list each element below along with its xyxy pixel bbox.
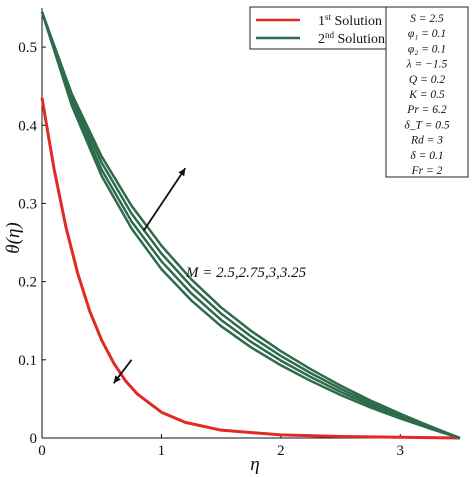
y-tick-label: 0.2: [18, 275, 37, 291]
legend-entry: 1st Solution: [318, 12, 382, 29]
series-layer: [40, 11, 461, 440]
series-line-2: [40, 11, 461, 440]
second-solution-increase-arrow: [142, 167, 187, 232]
parameter-label: φ₁ = 0.1: [408, 28, 446, 40]
y-tick-label: 0.4: [18, 118, 37, 134]
parameter-label: δ = 0.1: [410, 150, 443, 162]
parameter-label: Q = 0.2: [409, 74, 445, 86]
legend-box: [249, 6, 387, 50]
m-annotation: M = 2.5,2.75,3,3.25: [185, 265, 307, 281]
parameter-label: Fr = 2: [411, 165, 443, 177]
first-solution-decrease-arrow-head: [113, 375, 121, 384]
series-line-4: [40, 11, 461, 440]
y-tick-label: 0: [30, 431, 38, 447]
arrow-layer: [112, 167, 187, 384]
x-tick-label: 2: [277, 443, 285, 459]
parameter-label: δ_T = 0.5: [404, 119, 449, 131]
parameter-box: S = 2.5 φ₁ = 0.1 φ₂ = 0.1 λ = −1.5 Q = 0.2 K …: [385, 6, 469, 178]
parameter-label: φ₂ = 0.1: [408, 43, 446, 55]
series-line-3: [40, 11, 461, 440]
series-line-0: [40, 97, 461, 440]
series-line-1: [40, 11, 461, 440]
parameter-label: Rd = 3: [410, 135, 443, 147]
parameter-label: K = 0.5: [408, 89, 445, 101]
parameter-label: λ = −1.5: [406, 59, 448, 71]
x-tick-label: 1: [158, 443, 166, 459]
axes: 0 1 2 3 0 0.1 0.2 0.3 0.4 0.5: [18, 8, 460, 459]
parameter-label: S = 2.5: [410, 13, 444, 25]
y-tick-label: 0.3: [18, 196, 37, 212]
y-tick-label: 0.5: [18, 40, 37, 56]
parameter-box-frame: [385, 6, 469, 178]
y-tick-label: 0.1: [18, 353, 37, 369]
x-tick-label: 3: [397, 443, 405, 459]
legend-entry: 2nd Solution: [318, 30, 385, 47]
second-solution-increase-arrow-head: [178, 168, 186, 177]
y-axis-title: θ(η): [3, 222, 24, 253]
x-tick-label: 0: [38, 443, 46, 459]
x-axis-title: η: [250, 454, 259, 475]
parameter-label: Pr = 6.2: [406, 104, 447, 116]
